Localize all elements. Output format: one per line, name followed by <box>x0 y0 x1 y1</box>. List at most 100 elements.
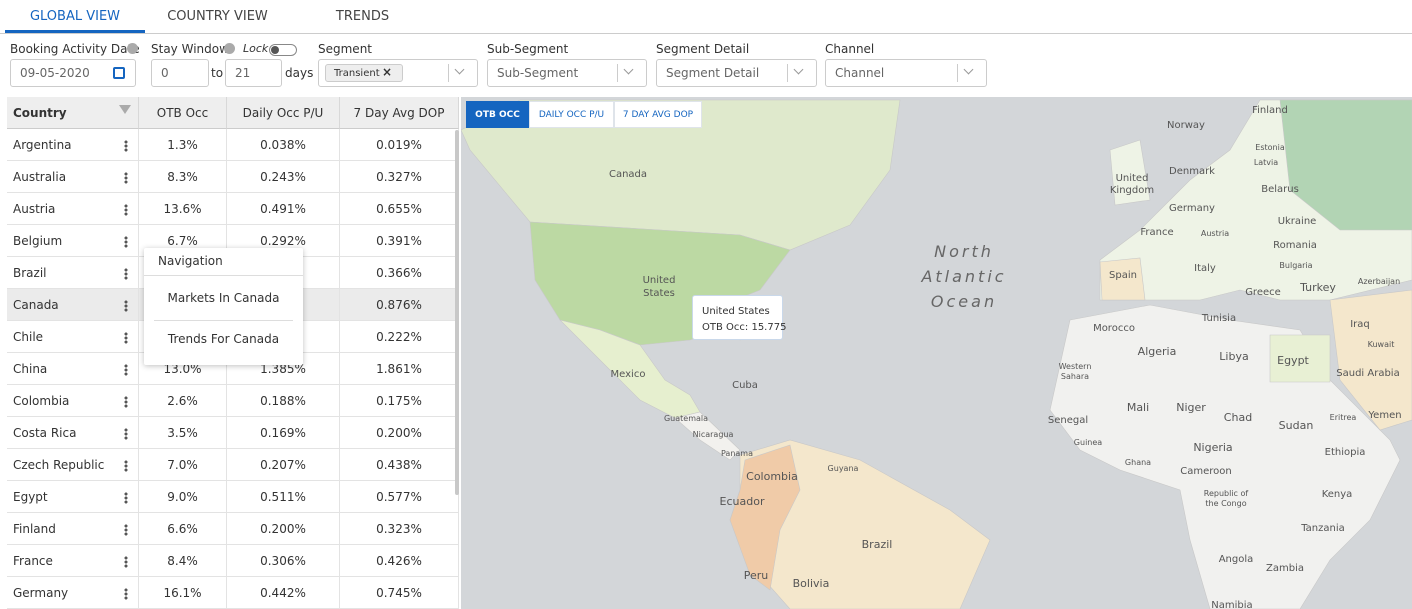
column-header[interactable]: OTB Occ <box>139 97 227 129</box>
map-label: Sudan <box>1279 419 1314 432</box>
metric-button[interactable]: 7 DAY AVG DOP <box>614 101 702 128</box>
chip-remove-icon[interactable]: × <box>382 65 393 79</box>
segment-detail-select[interactable]: Segment Detail <box>656 59 817 87</box>
map-label: France <box>1140 227 1173 238</box>
filter-label: Segment <box>318 42 372 56</box>
metric-button[interactable]: DAILY OCC P/U <box>529 101 614 128</box>
menu-item[interactable]: Markets In Canada <box>167 291 280 305</box>
tooltip-value: 15.775 <box>751 322 787 333</box>
table-cell: 0.577% <box>340 481 459 513</box>
table-cell: 0.655% <box>340 193 459 225</box>
tab[interactable]: GLOBAL VIEW <box>29 9 121 24</box>
to-text: to <box>211 66 224 80</box>
row-menu-icon[interactable] <box>124 396 128 408</box>
calendar-icon[interactable] <box>113 67 125 79</box>
map-label: Norway <box>1167 120 1205 131</box>
map-label: Zambia <box>1266 563 1304 574</box>
info-icon[interactable] <box>224 43 235 54</box>
sub-segment-select[interactable]: Sub-Segment <box>487 59 647 87</box>
column-header[interactable]: Country <box>7 97 139 129</box>
menu-item[interactable]: Trends For Canada <box>167 332 280 346</box>
map: Canada United States Mexico Cuba Guatemala Nic… <box>461 97 1412 609</box>
map-label: Turkey <box>1299 281 1336 294</box>
row-menu-icon[interactable] <box>124 428 128 440</box>
map-label: Ghana <box>1125 458 1151 467</box>
country-cell: Chile <box>7 321 139 353</box>
separator <box>957 64 958 82</box>
table-cell: 1.385% <box>227 353 340 385</box>
row-menu-icon[interactable] <box>124 268 128 280</box>
table-cell: 0.038% <box>227 129 340 161</box>
lock-toggle[interactable] <box>269 44 297 56</box>
map-label: Ethiopia <box>1325 447 1366 458</box>
country-cell: Finland <box>7 513 139 545</box>
country-cell: Costa Rica <box>7 417 139 449</box>
table-cell: 0.200% <box>227 513 340 545</box>
map-label: Brazil <box>862 538 893 551</box>
map-label: Canada <box>609 169 647 180</box>
tab[interactable]: COUNTRY VIEW <box>167 9 268 24</box>
channel-select[interactable]: Channel <box>825 59 987 87</box>
land <box>674 411 741 461</box>
table-cell: 8.3% <box>139 161 227 193</box>
row-menu-icon[interactable] <box>124 204 128 216</box>
map-label: Guinea <box>1074 438 1102 447</box>
row-menu-icon[interactable] <box>124 492 128 504</box>
row-menu-icon[interactable] <box>124 172 128 184</box>
map-label: Mali <box>1127 401 1149 414</box>
land <box>1109 139 1151 206</box>
table-cell: 2.6% <box>139 385 227 417</box>
row-menu-icon[interactable] <box>124 460 128 472</box>
column-header[interactable]: Daily Occ P/U <box>227 97 340 129</box>
map-label: Latvia <box>1254 158 1278 167</box>
map-label: Kenya <box>1322 489 1353 500</box>
map-label: Chad <box>1224 411 1252 424</box>
tab-divider <box>0 33 1412 34</box>
table-cell: 0.511% <box>227 481 340 513</box>
map-label: Romania <box>1273 240 1317 251</box>
filter-label: Sub-Segment <box>487 42 569 56</box>
days-text: days <box>285 66 314 80</box>
segment-chip[interactable]: Transient <box>325 64 403 82</box>
row-menu-icon[interactable] <box>124 556 128 568</box>
map-label: Italy <box>1194 263 1216 274</box>
table-cell: 0.327% <box>340 161 459 193</box>
row-menu-icon[interactable] <box>124 140 128 152</box>
table-cell: 0.876% <box>340 289 459 321</box>
country-cell: Austria <box>7 193 139 225</box>
stay-to-input[interactable]: 21 <box>225 59 282 87</box>
row-menu-icon[interactable] <box>124 588 128 600</box>
map-label: Morocco <box>1093 323 1135 334</box>
scrollbar[interactable] <box>455 130 459 495</box>
map-label: Libya <box>1219 350 1248 363</box>
row-menu-icon[interactable] <box>124 524 128 536</box>
date-input[interactable]: 09-05-2020 <box>10 59 136 87</box>
map-label: Estonia <box>1255 143 1285 152</box>
row-menu-icon[interactable] <box>124 300 128 312</box>
country-cell: Belgium <box>7 225 139 257</box>
map-label: Algeria <box>1138 345 1177 358</box>
country-cell: Egypt <box>7 481 139 513</box>
table-cell: 0.306% <box>227 545 340 577</box>
country-cell: Czech Republic <box>7 449 139 481</box>
map-label: Saudi Arabia <box>1336 368 1399 379</box>
stay-from-input[interactable]: 0 <box>151 59 209 87</box>
row-menu-icon[interactable] <box>124 332 128 344</box>
filter-icon[interactable] <box>119 105 131 114</box>
country-cell: Australia <box>7 161 139 193</box>
info-icon[interactable] <box>127 43 138 54</box>
row-menu-icon[interactable] <box>124 236 128 248</box>
land <box>1099 257 1146 301</box>
map-label: Bolivia <box>793 577 830 590</box>
row-menu-icon[interactable] <box>124 364 128 376</box>
column-header[interactable]: 7 Day Avg DOP <box>340 97 459 129</box>
map-tooltip: United States OTB Occ: 15.775 <box>692 295 787 340</box>
table-cell: 6.6% <box>139 513 227 545</box>
metric-button[interactable]: OTB OCC <box>466 101 529 128</box>
separator <box>787 64 788 82</box>
tab[interactable]: TRENDS <box>335 9 390 24</box>
table-cell: 13.6% <box>139 193 227 225</box>
map-label: Namibia <box>1211 600 1252 609</box>
map-label: Guatemala <box>664 414 708 423</box>
